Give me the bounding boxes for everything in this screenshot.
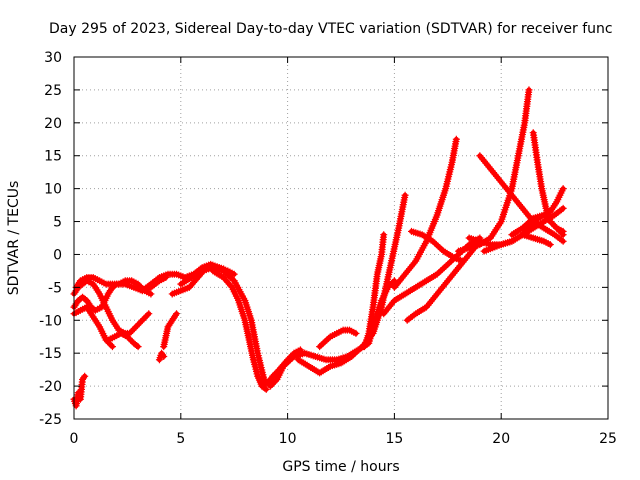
- chart-title: Day 295 of 2023, Sidereal Day-to-day VTE…: [49, 21, 613, 37]
- series-arc-8: [160, 310, 181, 351]
- series-markers: [407, 227, 467, 265]
- x-tick-label: 25: [599, 431, 617, 447]
- series-arc-16: [316, 326, 360, 351]
- series-markers: [160, 310, 181, 351]
- x-tick-label: 5: [176, 431, 185, 447]
- series-arc-15: [294, 191, 409, 377]
- axis-ticks: 0 5 10 15 20 25 -25 -20 -15 -10 -5 0 5 10 15 20 25 30: [39, 50, 617, 447]
- x-tick-label: 0: [70, 431, 79, 447]
- series-arc-19: [390, 135, 460, 291]
- series-arc-25: [480, 185, 567, 255]
- grid-lines: [74, 57, 608, 419]
- series-markers: [316, 326, 360, 351]
- y-tick-label: -20: [39, 379, 62, 395]
- y-tick-label: 15: [44, 149, 62, 165]
- y-tick-label: 20: [44, 116, 62, 132]
- series-markers: [209, 267, 270, 393]
- series-arc-28: [519, 231, 554, 249]
- y-axis-label: SDTVAR / TECUs: [6, 181, 22, 296]
- series-arc-17: [360, 231, 388, 351]
- series-arc-6: [104, 329, 142, 351]
- series-markers: [529, 129, 567, 235]
- y-tick-label: 25: [44, 83, 62, 99]
- series-markers: [519, 231, 554, 249]
- y-tick-label: -15: [39, 346, 62, 362]
- series-arc-11: [177, 264, 294, 390]
- series-arc-27: [529, 129, 567, 235]
- plot-frame: [73, 56, 609, 420]
- x-tick-label: 20: [492, 431, 510, 447]
- series-arc-1: [70, 372, 89, 410]
- y-tick-label: -10: [39, 313, 62, 329]
- series-markers: [177, 264, 294, 390]
- y-tick-label: -5: [48, 280, 62, 296]
- y-tick-label: 30: [44, 50, 62, 66]
- y-tick-label: 5: [53, 215, 62, 231]
- x-tick-label: 15: [385, 431, 403, 447]
- y-tick-label: -25: [39, 412, 62, 428]
- y-tick-label: 0: [53, 247, 62, 263]
- data-series: [70, 86, 567, 410]
- series-markers: [360, 231, 388, 351]
- x-tick-label: 10: [279, 431, 297, 447]
- series-markers: [104, 329, 142, 351]
- x-axis-label: GPS time / hours: [282, 459, 399, 475]
- series-markers: [390, 135, 460, 291]
- series-markers: [294, 191, 409, 377]
- y-tick-label: 10: [44, 182, 62, 198]
- series-arc-7: [155, 349, 168, 364]
- series-arc-21: [407, 227, 467, 265]
- series-arc-12: [209, 267, 270, 393]
- series-markers: [155, 349, 168, 364]
